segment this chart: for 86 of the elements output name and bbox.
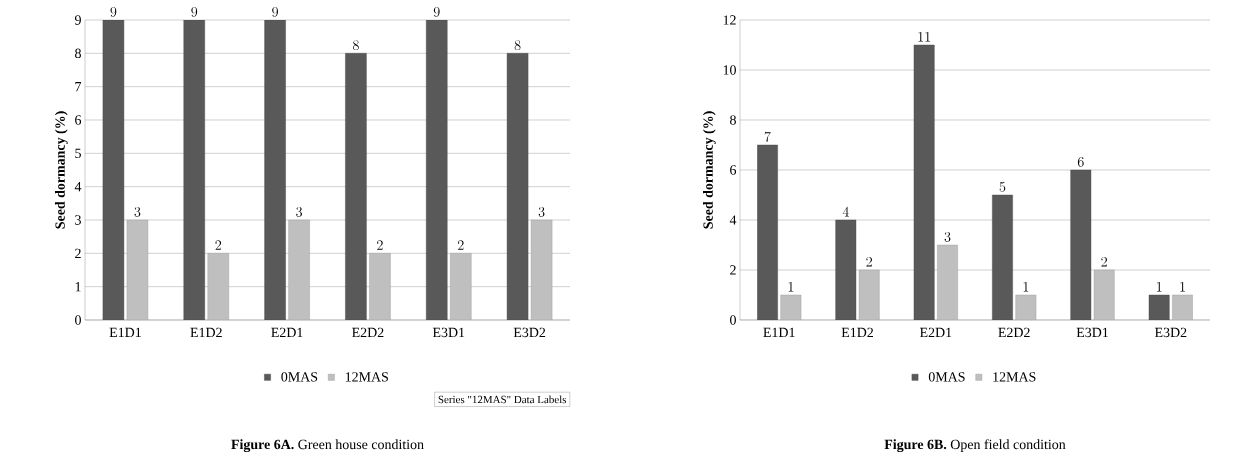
y-tick-label: 12 — [723, 15, 736, 25]
x-tick-label: E2D1 — [919, 327, 952, 338]
bar — [450, 253, 472, 320]
bar — [126, 219, 149, 320]
legend-label: 0MAS — [928, 372, 965, 382]
bar — [102, 19, 125, 320]
data-label: 9 — [272, 6, 278, 17]
x-tick-label: E1D1 — [109, 327, 141, 337]
text: Series "12MAS" Data Labels — [438, 395, 567, 404]
data-label: 4 — [842, 206, 849, 217]
x-tick-label: E3D1 — [1076, 327, 1108, 338]
y-axis-title: Seed dormancy (%) — [703, 111, 716, 229]
bar — [1093, 269, 1115, 320]
y-tick-label: 4 — [729, 215, 737, 225]
y-tick-label: 2 — [730, 265, 736, 275]
x-tick-label: E1D2 — [841, 327, 873, 338]
data-label: 2 — [377, 240, 383, 250]
bar — [207, 253, 229, 320]
bar — [345, 53, 367, 320]
y-tick-label: 8 — [75, 48, 81, 59]
legend-label: 12MAS — [993, 372, 1036, 382]
bar — [506, 53, 529, 320]
data-label: 7 — [764, 131, 771, 142]
bar — [1148, 294, 1170, 320]
data-label: 1 — [1156, 281, 1162, 292]
data-label: 9 — [191, 6, 198, 17]
bar — [369, 253, 391, 320]
x-tick-label: E3D1 — [432, 327, 465, 338]
bar — [288, 219, 310, 320]
bar — [780, 294, 802, 320]
bar — [992, 194, 1013, 320]
bar — [913, 44, 935, 320]
data-label: 6 — [1077, 156, 1084, 167]
data-label: 3 — [538, 206, 545, 217]
y-tick-label: 1 — [75, 282, 81, 292]
data-label: 9 — [110, 6, 117, 17]
bar — [937, 244, 958, 320]
legend-label: 12MAS — [345, 372, 388, 382]
x-tick-label: E2D1 — [271, 327, 303, 338]
y-tick-label: 6 — [75, 115, 82, 125]
x-tick-label: E3D2 — [513, 327, 546, 338]
data-label: 1 — [1180, 281, 1185, 292]
bar — [530, 219, 553, 320]
data-label: 9 — [433, 6, 440, 17]
data-label: 1 — [788, 281, 794, 292]
y-tick-label: 5 — [75, 148, 81, 158]
bar — [1015, 294, 1037, 320]
y-tick-label: 6 — [730, 165, 737, 175]
data-label: 5 — [999, 181, 1006, 192]
y-tick-label: 7 — [75, 82, 82, 92]
x-tick-label: E2D2 — [998, 327, 1030, 338]
bar — [835, 219, 857, 320]
bar — [757, 144, 778, 320]
bar — [426, 19, 448, 320]
data-label: 3 — [134, 206, 141, 217]
y-tick-label: 0 — [75, 315, 81, 325]
y-tick-label: 2 — [75, 248, 81, 258]
x-tick-label: E1D2 — [190, 327, 222, 338]
data-label: 3 — [944, 231, 951, 242]
bar — [1070, 169, 1092, 320]
y-axis-title: Seed dormancy (%) — [54, 111, 68, 229]
data-label: 2 — [215, 240, 222, 250]
x-tick-label: E1D1 — [763, 327, 795, 337]
data-label: 8 — [353, 40, 359, 51]
data-label: 11 — [918, 31, 931, 42]
x-tick-label: E2D2 — [352, 327, 384, 338]
bar — [183, 19, 205, 320]
y-tick-label: 4 — [74, 182, 82, 192]
text: Figure 6B. Open field condition — [884, 439, 1066, 453]
y-tick-label: 8 — [730, 115, 736, 125]
y-tick-label: 0 — [730, 315, 736, 325]
text: Figure 6A. Green house condition — [231, 439, 424, 453]
bar — [858, 269, 880, 320]
legend-label: 0MAS — [281, 372, 318, 382]
data-label: 3 — [296, 206, 303, 217]
bar — [264, 19, 286, 320]
y-tick-label: 10 — [723, 65, 736, 75]
data-label: 2 — [866, 256, 872, 267]
y-tick-label: 9 — [74, 15, 81, 25]
data-label: 1 — [1023, 281, 1029, 292]
x-tick-label: E3D2 — [1154, 327, 1187, 338]
y-tick-label: 3 — [75, 215, 81, 225]
data-label: 2 — [1101, 256, 1107, 267]
data-label: 2 — [457, 240, 464, 250]
bar — [1172, 294, 1193, 320]
data-label: 8 — [514, 40, 521, 51]
